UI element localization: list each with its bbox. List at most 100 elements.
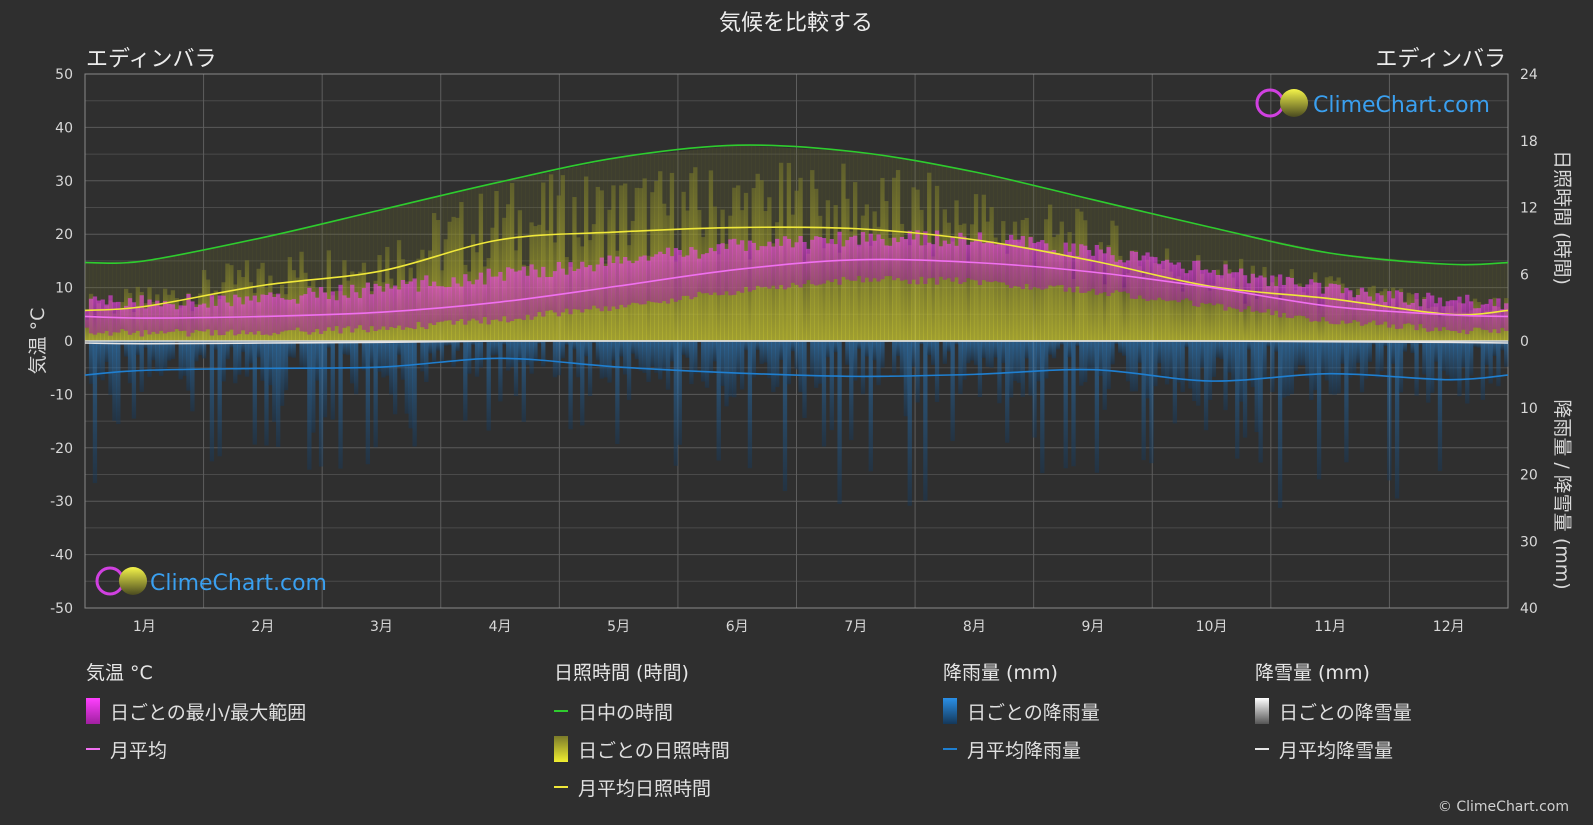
temp-range-bar bbox=[435, 286, 441, 323]
legend-rain-header: 降雨量 (mm) bbox=[943, 662, 1058, 684]
sun-avg-swatch bbox=[554, 786, 568, 788]
sunshine-bar bbox=[1500, 317, 1505, 341]
temp-range-bar bbox=[443, 287, 448, 321]
temp-range-bar bbox=[326, 299, 332, 328]
sunshine-daylight-bar bbox=[615, 158, 620, 341]
sunshine-bar bbox=[85, 319, 90, 341]
rain-bar bbox=[424, 341, 429, 383]
rain-bar bbox=[1270, 341, 1275, 393]
sunshine-daylight-bar bbox=[252, 239, 257, 341]
rain-bar bbox=[1051, 341, 1057, 359]
legend-temp-avg: 月平均 bbox=[86, 730, 306, 768]
temp-range-bar bbox=[969, 241, 975, 280]
sunshine-daylight-bar bbox=[120, 261, 125, 341]
rain-avg-line bbox=[84, 357, 1509, 382]
temp-range-bar bbox=[1262, 277, 1267, 313]
sunshine-bar bbox=[950, 241, 955, 341]
rain-bar bbox=[1316, 341, 1322, 480]
temp-range-bar bbox=[1348, 290, 1353, 324]
rain-bar bbox=[1141, 341, 1146, 461]
city-left: エディンバラ bbox=[86, 47, 216, 72]
rain-bar bbox=[186, 341, 191, 391]
rain-bar bbox=[100, 341, 105, 381]
rain-bar bbox=[1488, 341, 1493, 384]
sunshine-bar bbox=[287, 257, 293, 341]
temp-range-bar bbox=[279, 298, 285, 332]
rain-bar bbox=[685, 341, 690, 358]
rain-bar bbox=[1067, 341, 1072, 358]
rain-bar bbox=[942, 341, 947, 364]
temp-range-bar bbox=[1270, 275, 1275, 316]
temp-range-bar bbox=[1433, 303, 1439, 328]
rain-bar bbox=[911, 341, 916, 367]
rain-bar bbox=[373, 341, 378, 448]
sunshine-bar bbox=[595, 186, 601, 341]
rain-bar bbox=[665, 341, 671, 390]
rain-bar bbox=[1192, 341, 1197, 402]
sunshine-daylight-bar bbox=[104, 262, 109, 341]
temp-range-bar bbox=[322, 292, 328, 331]
rain-bar bbox=[1079, 341, 1084, 386]
rain-bar bbox=[595, 341, 601, 361]
temp-range-bar bbox=[545, 277, 550, 311]
temp-range-bar bbox=[958, 232, 963, 284]
temp-range-bar bbox=[1059, 254, 1064, 286]
temp-range-bar bbox=[888, 245, 893, 277]
temp-range-bar bbox=[673, 248, 678, 302]
temp-range-bar bbox=[1480, 304, 1486, 330]
sunshine-bar bbox=[1266, 286, 1271, 341]
legend-rain-avg: 月平均降雨量 bbox=[943, 730, 1100, 768]
sunshine-bar bbox=[962, 223, 967, 341]
sunshine-daylight-bar bbox=[318, 224, 324, 341]
rain-bar bbox=[256, 341, 261, 358]
sunshine-daylight-bar bbox=[307, 227, 312, 341]
rain-bar bbox=[174, 341, 179, 343]
sunshine-bar bbox=[541, 182, 546, 341]
rain-bar bbox=[1219, 341, 1224, 360]
rain-bar bbox=[1274, 341, 1279, 352]
rain-bar bbox=[1153, 341, 1158, 387]
sunshine-daylight-bar bbox=[439, 196, 445, 341]
temp-range-bar bbox=[428, 285, 433, 324]
sunshine-daylight-bar bbox=[322, 223, 328, 341]
rain-bar bbox=[677, 341, 682, 445]
temp-range-bar bbox=[1063, 242, 1068, 292]
sunshine-bar bbox=[1352, 301, 1357, 341]
rain-bar bbox=[1363, 341, 1369, 379]
rain-bar bbox=[1172, 341, 1178, 424]
rain-bar bbox=[486, 341, 491, 431]
rain-bar bbox=[798, 341, 803, 393]
rain-bar bbox=[1410, 341, 1415, 354]
rain-bar bbox=[693, 341, 698, 374]
rain-bar bbox=[1149, 341, 1154, 464]
legend-snow-daily-label: 日ごとの降雪量 bbox=[1279, 701, 1412, 724]
sunshine-daylight-bar bbox=[1484, 263, 1489, 341]
rain-bar bbox=[1305, 341, 1310, 378]
temp-range-bar bbox=[693, 249, 698, 298]
rain-bar bbox=[973, 341, 979, 366]
legend-snow-daily: 日ごとの降雪量 bbox=[1255, 692, 1412, 730]
legend-snow: 降雪量 (mm) 日ごとの降雪量 月平均降雪量 bbox=[1255, 660, 1412, 768]
temp-range-bar bbox=[350, 284, 355, 333]
temp-range-bar bbox=[1032, 243, 1037, 288]
rain-bar bbox=[1422, 341, 1427, 375]
sunshine-daylight-bar bbox=[131, 261, 137, 341]
temp-range-bar bbox=[1398, 292, 1404, 329]
temp-range-bar bbox=[806, 248, 811, 281]
y-left-tick-label: -10 bbox=[50, 387, 73, 403]
rain-bar bbox=[794, 341, 799, 370]
y-right-mm-tick-label: 10 bbox=[1520, 401, 1538, 417]
y-right-hours-tick-label: 18 bbox=[1520, 134, 1538, 150]
rain-bar bbox=[166, 341, 172, 361]
rain-bar bbox=[1398, 341, 1404, 393]
temp-range-bar bbox=[1336, 284, 1341, 325]
rain-bar bbox=[537, 341, 542, 344]
legend-sun-avg-label: 月平均日照時間 bbox=[578, 777, 712, 800]
rain-bar bbox=[389, 341, 394, 395]
rain-bar bbox=[1379, 341, 1384, 372]
sunshine-bar bbox=[938, 233, 944, 341]
rain-bar bbox=[435, 341, 441, 351]
y-left-axis-label: 気温 °C bbox=[27, 308, 49, 375]
rain-bar bbox=[763, 341, 768, 363]
sunshine-daylight-bar bbox=[1480, 263, 1486, 341]
